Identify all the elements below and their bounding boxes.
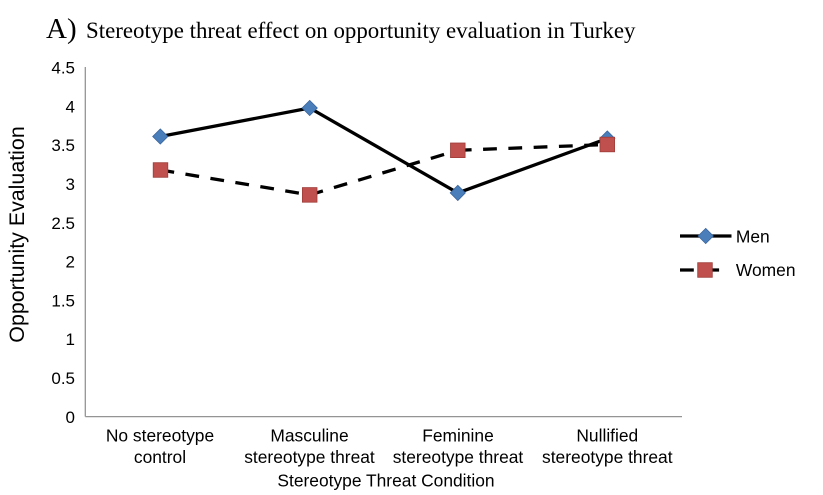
svg-text:0: 0: [66, 408, 75, 427]
svg-text:Women: Women: [736, 260, 796, 280]
svg-text:2.5: 2.5: [51, 214, 75, 233]
svg-text:4.5: 4.5: [51, 59, 75, 78]
svg-text:Men: Men: [736, 226, 770, 246]
svg-text:Feminine: Feminine: [422, 426, 494, 446]
svg-text:2: 2: [66, 253, 75, 272]
svg-text:stereotype threat: stereotype threat: [393, 447, 524, 467]
svg-text:1.5: 1.5: [51, 291, 75, 310]
svg-text:1: 1: [66, 330, 75, 349]
svg-text:No stereotype: No stereotype: [106, 426, 214, 446]
svg-text:A): A): [46, 13, 77, 45]
svg-text:Nullified: Nullified: [576, 426, 638, 446]
svg-text:stereotype threat: stereotype threat: [542, 447, 673, 467]
svg-text:control: control: [134, 447, 186, 467]
svg-text:3.5: 3.5: [51, 136, 75, 155]
svg-text:4: 4: [66, 97, 75, 116]
svg-text:stereotype threat: stereotype threat: [244, 447, 375, 467]
svg-text:0.5: 0.5: [51, 369, 75, 388]
svg-text:Stereotype Threat Condition: Stereotype Threat Condition: [277, 470, 494, 490]
svg-text:Masculine: Masculine: [270, 426, 348, 446]
svg-text:Stereotype threat effect on op: Stereotype threat effect on opportunity …: [86, 18, 636, 43]
svg-text:3: 3: [66, 175, 75, 194]
svg-text:Opportunity Evaluation: Opportunity Evaluation: [5, 126, 29, 342]
